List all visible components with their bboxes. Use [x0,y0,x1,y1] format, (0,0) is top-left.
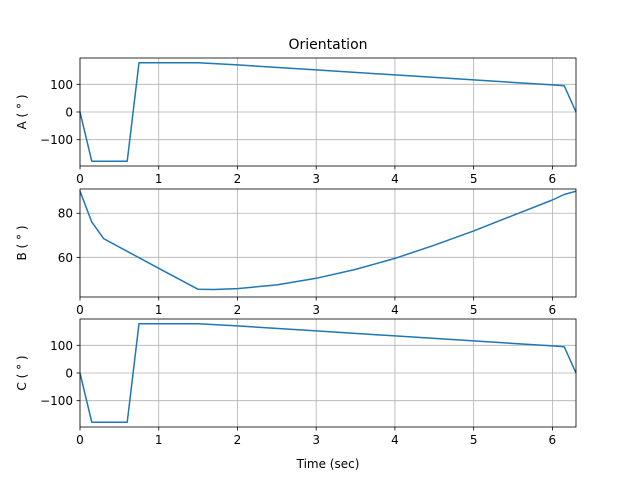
x-tick-label: 2 [234,172,242,186]
x-tick-label: 5 [470,303,478,317]
y-tick-label: 100 [50,339,73,353]
x-tick-label: 0 [76,172,84,186]
x-tick-label: 4 [391,303,399,317]
x-tick-label: 5 [470,433,478,447]
x-axis-label: Time (sec) [296,457,360,471]
x-tick-label: 4 [391,172,399,186]
y-tick-label: 80 [58,207,73,221]
subplot-2: 0 1 2 3 4 5 6 80 60 B ( ° ) [15,188,577,317]
x-tick-label: 6 [549,433,557,447]
series-line-2 [79,190,577,291]
x-tick-label: 2 [234,433,242,447]
x-tick-label: 4 [391,433,399,447]
x-tick-label: 3 [312,433,320,447]
y-tick-label: 0 [65,367,73,381]
subplot-1: 0 1 2 3 4 5 6 100 0 −100 A ( ° ) [15,57,577,186]
x-tick-label: 1 [155,172,163,186]
y-axis-label: B ( ° ) [15,225,29,260]
x-tick-label: 6 [549,303,557,317]
series-line-3 [79,322,577,424]
axes-frame [79,188,577,298]
y-tick-label: −100 [40,394,73,408]
y-tick-label: 0 [65,106,73,120]
x-tick-label: 1 [155,303,163,317]
y-axis-label: C ( ° ) [15,355,29,390]
x-tick-label: 1 [155,433,163,447]
series-line-1 [79,61,577,163]
x-tick-label: 0 [76,433,84,447]
x-tick-label: 2 [234,303,242,317]
chart-title: Orientation [288,37,367,53]
x-tick-label: 3 [312,303,320,317]
x-tick-label: 3 [312,172,320,186]
x-tick-label: 6 [549,172,557,186]
y-tick-label: 60 [58,251,73,265]
x-tick-label: 5 [470,172,478,186]
y-axis-label: A ( ° ) [15,94,29,129]
x-tick-label: 0 [76,303,84,317]
y-tick-label: −100 [40,133,73,147]
y-tick-label: 100 [50,78,73,92]
subplot-3: 0 1 2 3 4 5 6 100 0 −100 C ( ° ) [15,318,577,447]
